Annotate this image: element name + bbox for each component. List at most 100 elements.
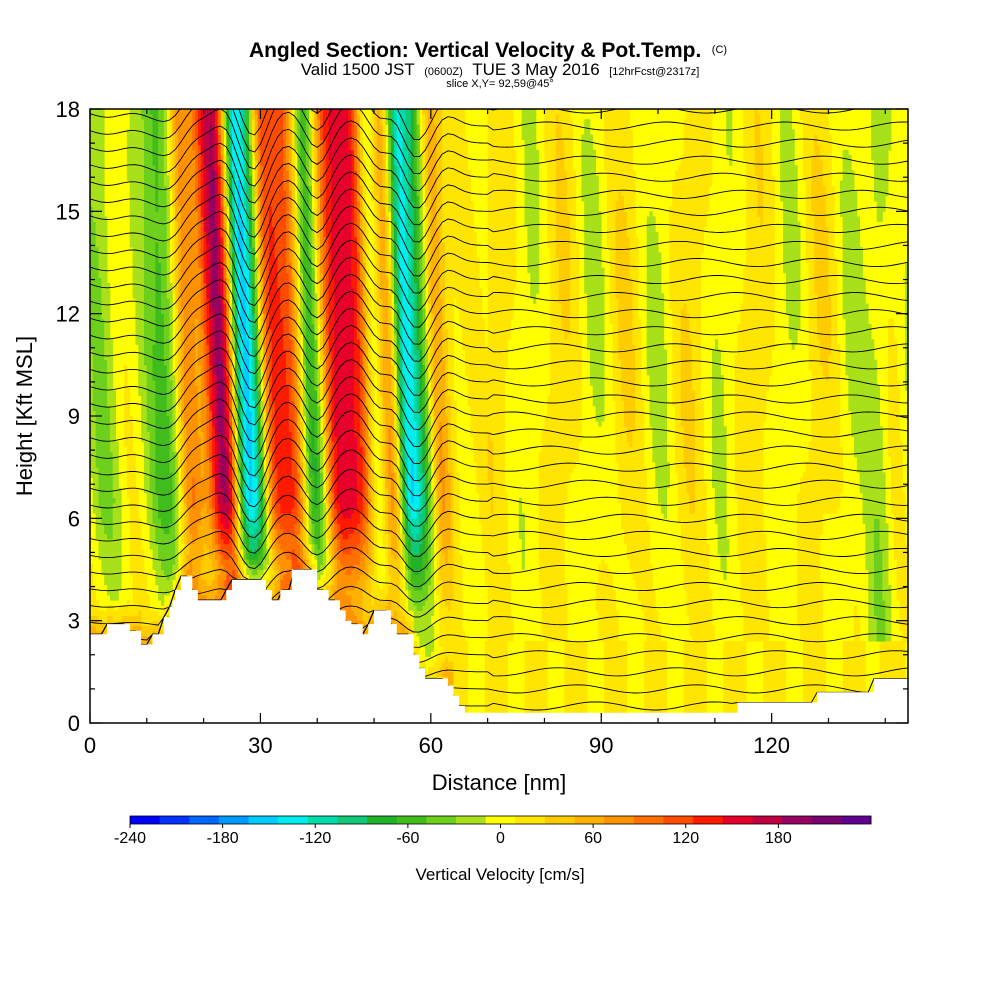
velocity-cell	[147, 616, 150, 622]
velocity-cell	[201, 232, 204, 238]
velocity-cell	[209, 544, 212, 550]
velocity-cell	[232, 457, 235, 463]
velocity-cell	[135, 257, 138, 263]
velocity-cell	[138, 237, 141, 243]
velocity-cell	[96, 278, 99, 284]
velocity-cell	[181, 467, 184, 473]
velocity-cell	[212, 268, 215, 274]
velocity-cell	[144, 293, 147, 299]
velocity-cell	[164, 114, 167, 120]
velocity-cell	[195, 232, 198, 238]
velocity-cell	[195, 503, 198, 509]
velocity-cell	[192, 135, 195, 141]
velocity-cell	[218, 298, 221, 304]
velocity-cell	[221, 539, 224, 545]
velocity-cell	[172, 416, 175, 422]
velocity-cell	[201, 227, 204, 233]
velocity-cell	[223, 237, 226, 243]
velocity-cell	[135, 595, 138, 601]
velocity-cell	[189, 232, 192, 238]
velocity-cell	[96, 396, 99, 402]
velocity-cell	[209, 477, 212, 483]
velocity-cell	[204, 160, 207, 166]
velocity-cell	[155, 247, 158, 253]
velocity-cell	[99, 278, 102, 284]
velocity-cell	[133, 544, 136, 550]
velocity-cell	[164, 396, 167, 402]
velocity-cell	[96, 498, 99, 504]
velocity-cell	[93, 257, 96, 263]
velocity-cell	[195, 564, 198, 570]
velocity-cell	[164, 564, 167, 570]
velocity-cell	[138, 222, 141, 228]
velocity-cell	[189, 170, 192, 176]
velocity-cell	[152, 211, 155, 217]
velocity-cell	[167, 534, 170, 540]
velocity-cell	[167, 498, 170, 504]
velocity-cell	[172, 513, 175, 519]
velocity-cell	[218, 135, 221, 141]
velocity-cell	[215, 426, 218, 432]
velocity-cell	[218, 165, 221, 171]
velocity-cell	[141, 355, 144, 361]
velocity-cell	[118, 503, 121, 509]
velocity-cell	[212, 544, 215, 550]
velocity-cell	[212, 324, 215, 330]
velocity-cell	[181, 293, 184, 299]
velocity-cell	[170, 365, 173, 371]
velocity-cell	[104, 329, 107, 335]
velocity-cell	[135, 616, 138, 622]
velocity-cell	[144, 631, 147, 637]
velocity-cell	[130, 170, 133, 176]
velocity-cell	[144, 483, 147, 489]
velocity-cell	[147, 483, 150, 489]
velocity-cell	[226, 309, 229, 315]
velocity-cell	[141, 309, 144, 315]
velocity-cell	[195, 570, 198, 576]
velocity-cell	[195, 513, 198, 519]
velocity-cell	[189, 237, 192, 243]
velocity-cell	[235, 176, 238, 182]
velocity-cell	[189, 273, 192, 279]
velocity-cell	[184, 109, 187, 115]
velocity-cell	[147, 498, 150, 504]
velocity-cell	[147, 416, 150, 422]
velocity-cell	[184, 196, 187, 202]
velocity-cell	[212, 319, 215, 325]
velocity-cell	[104, 273, 107, 279]
velocity-cell	[189, 518, 192, 524]
velocity-cell	[229, 129, 232, 135]
velocity-cell	[212, 273, 215, 279]
velocity-cell	[118, 570, 121, 576]
velocity-cell	[104, 396, 107, 402]
velocity-cell	[130, 544, 133, 550]
velocity-cell	[172, 140, 175, 146]
velocity-cell	[184, 155, 187, 161]
velocity-cell	[170, 559, 173, 565]
velocity-cell	[164, 431, 167, 437]
velocity-cell	[189, 283, 192, 289]
velocity-cell	[141, 559, 144, 565]
velocity-cell	[150, 211, 153, 217]
velocity-cell	[172, 447, 175, 453]
velocity-cell	[206, 329, 209, 335]
velocity-cell	[198, 421, 201, 427]
velocity-cell	[206, 124, 209, 130]
velocity-cell	[206, 442, 209, 448]
velocity-cell	[218, 370, 221, 376]
velocity-cell	[187, 360, 190, 366]
velocity-cell	[170, 140, 173, 146]
velocity-cell	[229, 385, 232, 391]
velocity-cell	[144, 636, 147, 642]
velocity-cell	[172, 467, 175, 473]
velocity-cell	[161, 232, 164, 238]
velocity-cell	[189, 334, 192, 340]
velocity-cell	[158, 222, 161, 228]
velocity-cell	[218, 129, 221, 135]
velocity-cell	[124, 385, 127, 391]
velocity-cell	[184, 380, 187, 386]
velocity-cell	[226, 488, 229, 494]
velocity-cell	[127, 457, 130, 463]
velocity-cell	[150, 196, 153, 202]
velocity-cell	[155, 370, 158, 376]
